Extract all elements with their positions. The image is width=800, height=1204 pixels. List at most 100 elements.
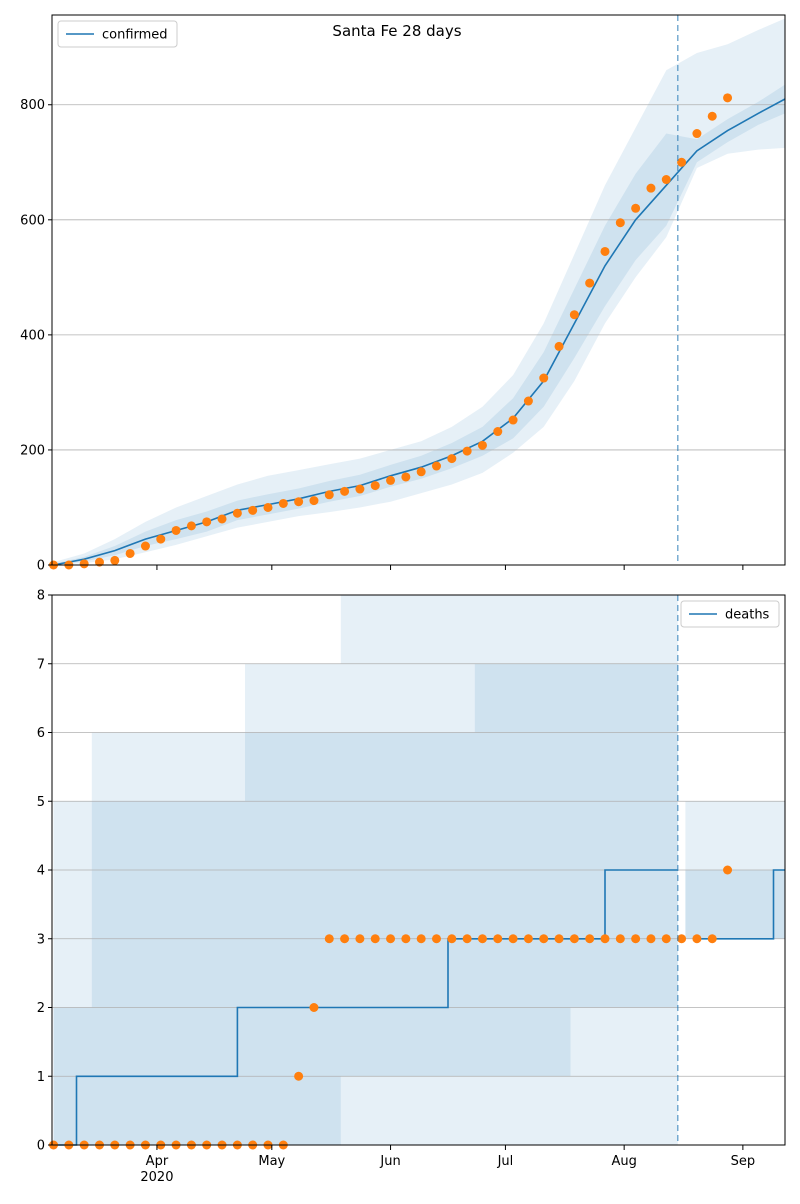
plot xyxy=(49,594,785,1150)
observed-point xyxy=(707,111,717,121)
observed-point xyxy=(646,934,656,944)
observed-point xyxy=(94,557,104,567)
observed-point xyxy=(477,934,487,944)
observed-point xyxy=(508,415,518,425)
observed-point xyxy=(110,555,120,565)
chart-title: Santa Fe 28 days xyxy=(332,22,461,40)
observed-point xyxy=(677,934,687,944)
y-tick-label: 2 xyxy=(37,1001,45,1016)
observed-point xyxy=(523,396,533,406)
observed-point xyxy=(585,934,595,944)
observed-point xyxy=(631,934,641,944)
y-tick-label: 0 xyxy=(37,1139,45,1154)
observed-point xyxy=(248,505,258,515)
observed-point xyxy=(692,934,702,944)
observed-point xyxy=(401,472,411,482)
observed-point xyxy=(294,497,304,507)
observed-point xyxy=(232,508,242,518)
observed-point xyxy=(539,934,549,944)
observed-point xyxy=(309,496,319,506)
confidence-band xyxy=(53,18,785,565)
observed-point xyxy=(140,541,150,551)
y-tick-label: 0 xyxy=(37,559,45,574)
y-tick-label: 1 xyxy=(37,1070,45,1085)
observed-point xyxy=(615,218,625,228)
observed-point xyxy=(294,1071,304,1081)
x-tick-label: Jun xyxy=(379,1154,400,1169)
observed-point xyxy=(340,486,350,496)
observed-point xyxy=(401,934,411,944)
x-tick-label: Sep xyxy=(731,1154,756,1169)
observed-point xyxy=(646,183,656,193)
y-tick-label: 200 xyxy=(20,443,45,458)
observed-point xyxy=(723,93,733,103)
observed-point xyxy=(539,373,549,383)
observed-point xyxy=(600,934,610,944)
observed-point xyxy=(585,278,595,288)
observed-point xyxy=(523,934,533,944)
observed-point xyxy=(340,934,350,944)
observed-point xyxy=(355,484,365,494)
observed-point xyxy=(156,534,166,544)
plot xyxy=(49,15,786,570)
observed-point xyxy=(477,440,487,450)
observed-point xyxy=(554,341,564,351)
confidence-band xyxy=(685,732,785,939)
y-tick-label: 4 xyxy=(37,864,45,879)
observed-point xyxy=(431,461,441,471)
series-line xyxy=(53,869,785,1146)
legend-label: deaths xyxy=(725,608,770,623)
y-tick-label: 8 xyxy=(37,589,45,604)
x-year-label: 2020 xyxy=(140,1170,173,1185)
observed-point xyxy=(125,548,135,558)
y-tick-label: 400 xyxy=(20,328,45,343)
x-tick-label: Aug xyxy=(611,1154,636,1169)
observed-point xyxy=(202,517,212,527)
observed-point xyxy=(431,934,441,944)
legend-label: confirmed xyxy=(102,28,168,43)
y-tick-label: 5 xyxy=(37,795,45,810)
observed-point xyxy=(309,1003,319,1012)
observed-point xyxy=(462,934,472,944)
observed-point xyxy=(324,490,334,500)
observed-point xyxy=(386,934,396,944)
y-tick-label: 7 xyxy=(37,657,45,672)
y-tick-label: 3 xyxy=(37,932,45,947)
observed-point xyxy=(615,934,625,944)
observed-point xyxy=(661,934,671,944)
observed-point xyxy=(569,934,579,944)
observed-point xyxy=(217,514,227,524)
observed-point xyxy=(370,934,380,944)
observed-point xyxy=(462,446,472,456)
plot-frame xyxy=(51,594,786,1146)
observed-point xyxy=(447,934,457,944)
observed-point xyxy=(263,502,273,512)
observed-point xyxy=(416,467,426,477)
observed-point xyxy=(324,934,334,944)
observed-point xyxy=(677,157,687,167)
observed-point xyxy=(692,129,702,139)
observed-point xyxy=(661,175,671,185)
y-tick-label: 800 xyxy=(20,98,45,113)
observed-point xyxy=(171,525,181,535)
x-tick-label: Apr xyxy=(146,1154,169,1169)
observed-point xyxy=(370,481,380,491)
legend-box xyxy=(680,600,780,628)
observed-point xyxy=(79,559,89,569)
observed-point xyxy=(723,865,733,875)
observed-point xyxy=(600,246,610,256)
observed-point xyxy=(707,934,717,944)
x-tick-label: May xyxy=(258,1154,285,1169)
observed-point xyxy=(569,310,579,320)
x-tick-label: Jul xyxy=(497,1154,514,1169)
observed-point xyxy=(493,427,503,437)
plot-frame xyxy=(51,14,786,566)
observed-point xyxy=(355,934,365,944)
observed-point xyxy=(416,934,426,944)
observed-point xyxy=(493,934,503,944)
observed-point xyxy=(508,934,518,944)
y-tick-label: 6 xyxy=(37,726,45,741)
observed-point xyxy=(386,475,396,485)
legend-box xyxy=(57,20,178,48)
